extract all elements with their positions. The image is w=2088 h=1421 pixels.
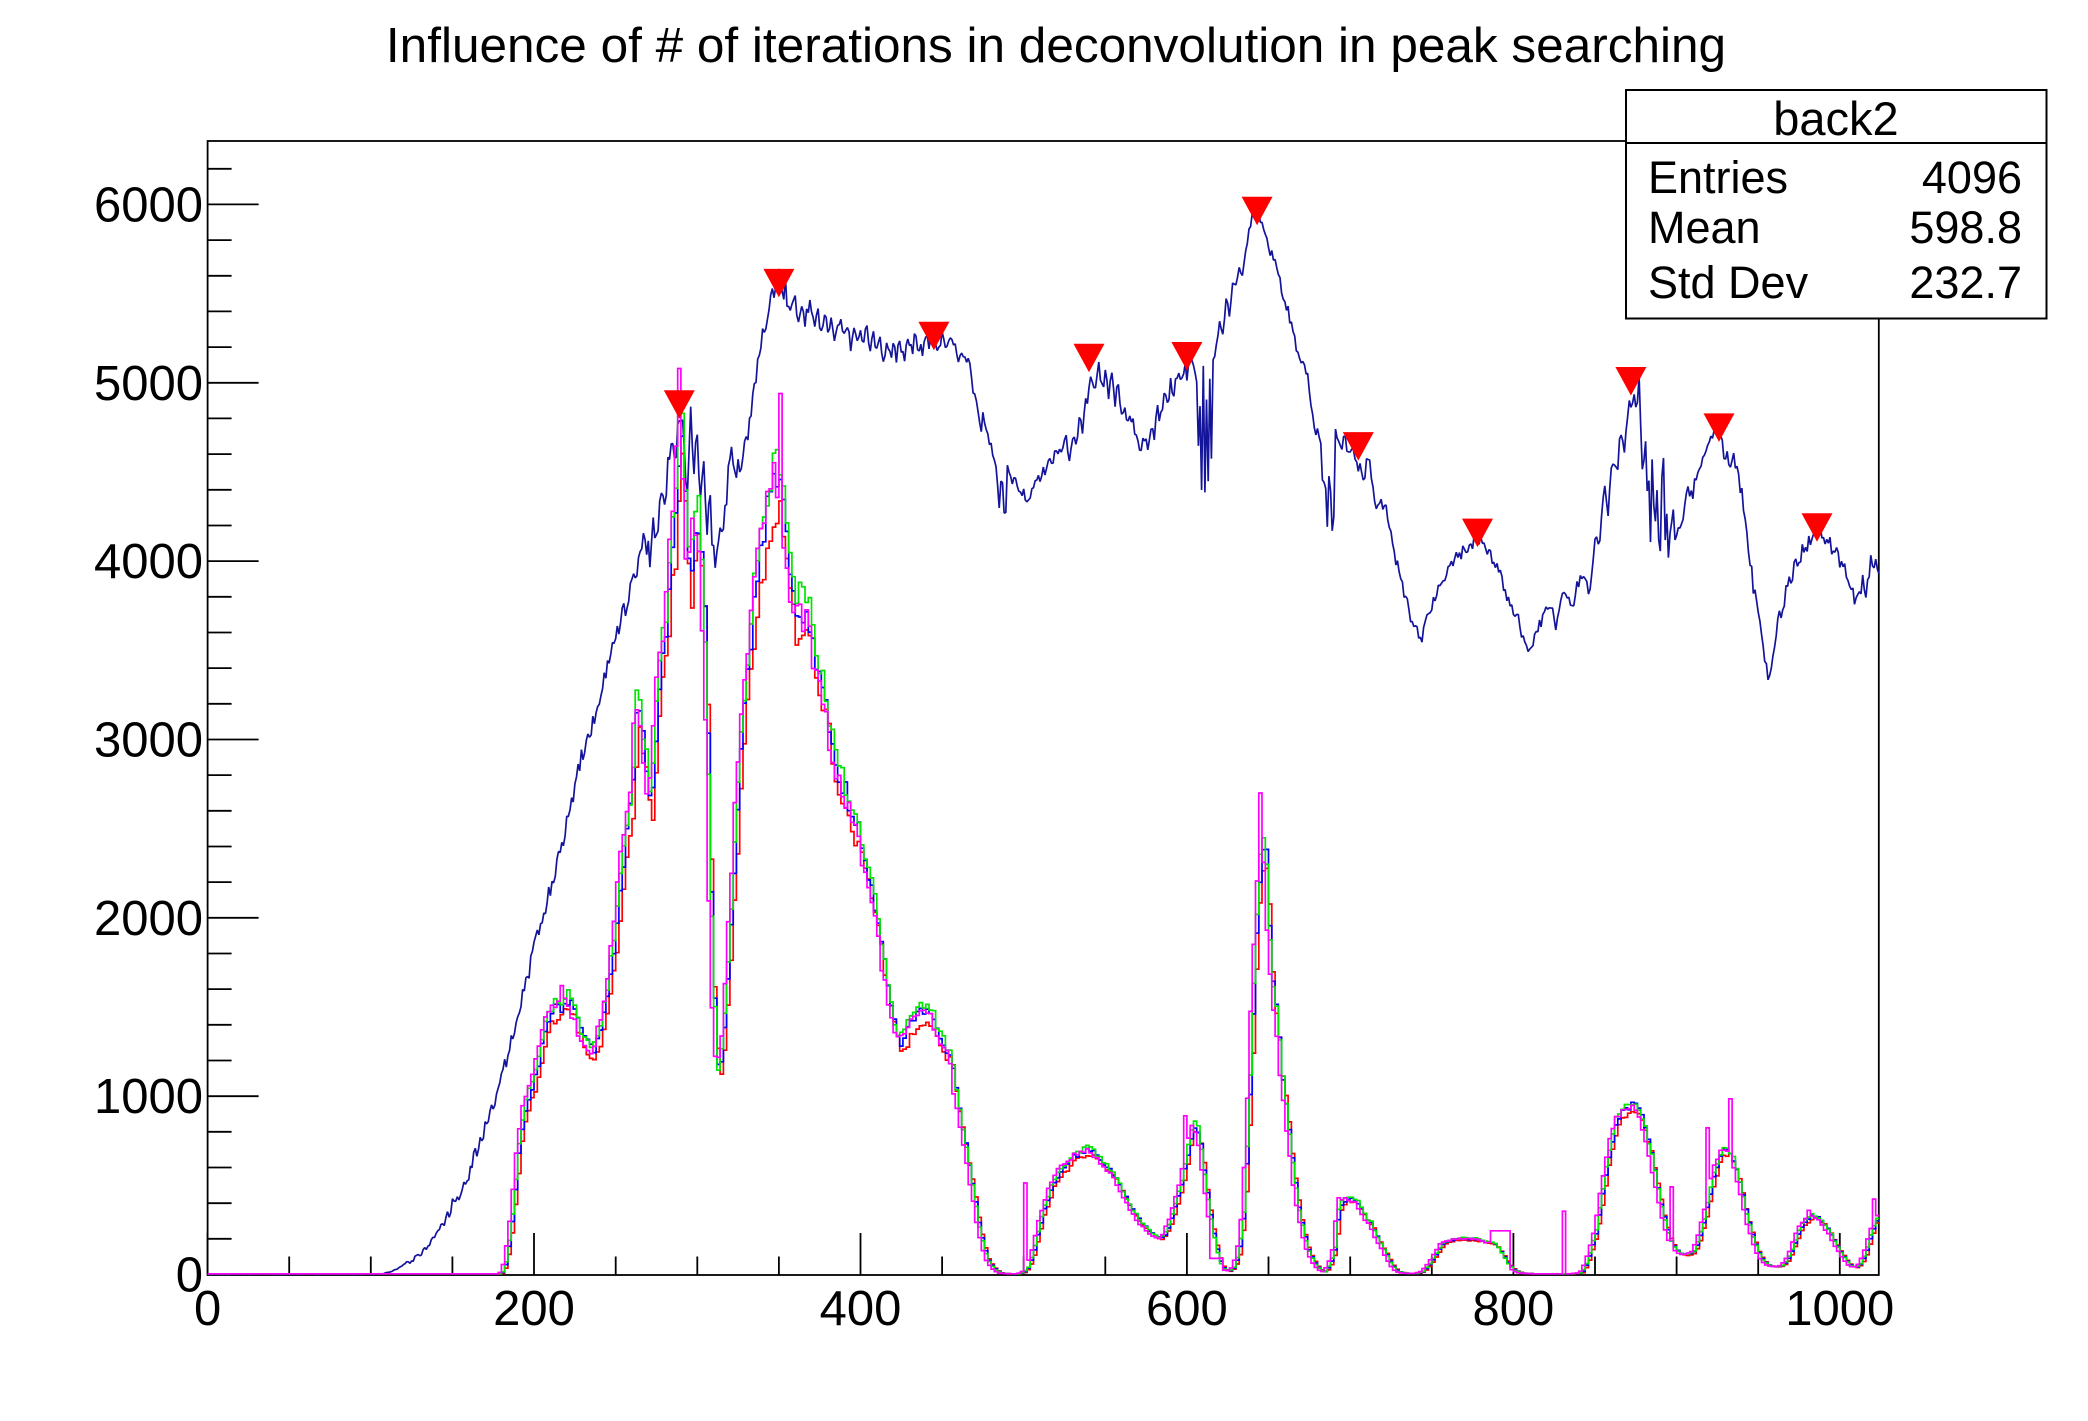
svg-text:Influence of # of iterations i: Influence of # of iterations in deconvol… xyxy=(386,18,1726,73)
svg-text:1000: 1000 xyxy=(94,1070,203,1124)
svg-text:598.8: 598.8 xyxy=(1909,202,2022,253)
svg-text:2000: 2000 xyxy=(94,892,203,946)
svg-text:3000: 3000 xyxy=(94,714,203,768)
svg-text:Mean: Mean xyxy=(1648,202,1761,253)
svg-text:400: 400 xyxy=(820,1282,902,1336)
svg-text:800: 800 xyxy=(1473,1282,1555,1336)
svg-text:back2: back2 xyxy=(1773,92,1898,145)
svg-text:Std Dev: Std Dev xyxy=(1648,257,1809,308)
svg-text:4096: 4096 xyxy=(1922,152,2022,203)
svg-text:Entries: Entries xyxy=(1648,152,1788,203)
svg-text:1000: 1000 xyxy=(1785,1282,1894,1336)
svg-text:200: 200 xyxy=(493,1282,575,1336)
svg-text:600: 600 xyxy=(1146,1282,1228,1336)
svg-text:0: 0 xyxy=(176,1249,203,1303)
svg-text:0: 0 xyxy=(194,1282,221,1336)
svg-text:4000: 4000 xyxy=(94,535,203,589)
svg-text:6000: 6000 xyxy=(94,178,203,232)
svg-text:5000: 5000 xyxy=(94,357,203,411)
svg-text:232.7: 232.7 xyxy=(1909,257,2022,308)
